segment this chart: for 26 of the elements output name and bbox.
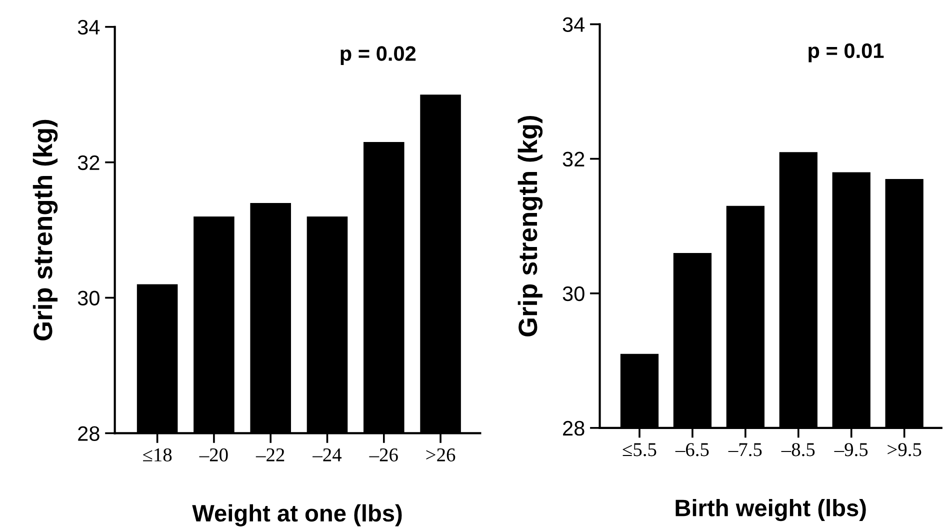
x-tick-label: –7.5: [728, 443, 762, 456]
annotation: p = 0.01: [808, 43, 884, 62]
y-axis-title: Grip strength (kg): [32, 120, 58, 340]
x-tick-label: –9.5: [834, 443, 868, 456]
x-tick-label: –26: [369, 448, 398, 462]
x-tick-label: –22: [256, 448, 284, 462]
x-tick-label: –20: [199, 448, 228, 462]
y-tick-label: 32: [78, 155, 100, 170]
y-tick-label: 32: [562, 152, 584, 167]
x-axis-title: Birth weight (lbs): [676, 499, 866, 522]
x-tick-label: –6.5: [675, 443, 709, 456]
x-tick-label: –24: [312, 448, 342, 462]
y-tick-label: 34: [78, 20, 100, 35]
x-tick-label: –8.5: [781, 443, 815, 456]
x-tick-label: >9.5: [888, 443, 922, 456]
x-axis-title: Weight at one (lbs): [192, 504, 402, 526]
y-tick-label: 34: [562, 17, 585, 32]
y-axis-title: Grip strength (kg): [518, 116, 543, 336]
annotation: p = 0.02: [340, 46, 416, 66]
y-tick-label: 30: [78, 290, 100, 306]
x-tick-label: >26: [426, 448, 456, 462]
y-tick-label: 30: [562, 286, 584, 302]
y-tick-label: 28: [78, 426, 100, 441]
y-tick-label: 28: [563, 420, 584, 436]
x-tick-label: ≤5.5: [622, 443, 656, 456]
x-tick-label: ≤18: [143, 448, 172, 462]
